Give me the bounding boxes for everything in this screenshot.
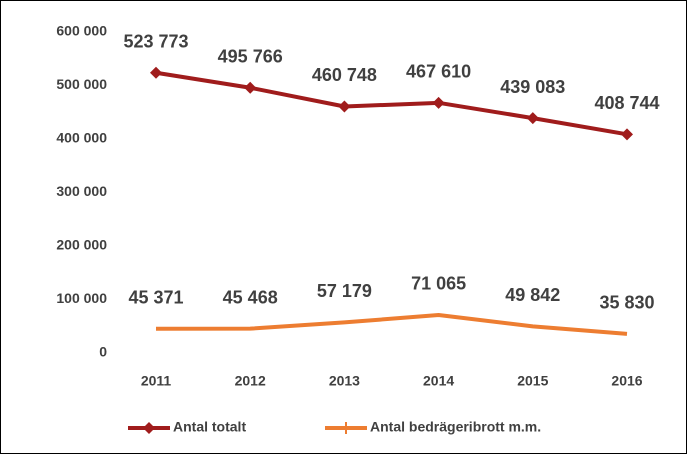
- marker: [244, 81, 257, 94]
- data-label: 439 083: [500, 77, 565, 97]
- marker: [340, 422, 352, 434]
- marker: [143, 422, 155, 434]
- marker: [338, 100, 351, 113]
- marker: [432, 96, 445, 109]
- legend-label: Antal bedrägeribrott m.m.: [370, 419, 541, 435]
- line: [155, 70, 628, 137]
- data-label: 45 468: [223, 287, 278, 307]
- y-tick-label: 500 000: [56, 76, 107, 92]
- marker: [621, 128, 633, 141]
- data-label: 49 842: [505, 285, 560, 305]
- x-tick-label: 2011: [141, 373, 172, 389]
- line: [155, 312, 628, 336]
- y-tick-label: 200 000: [56, 237, 107, 253]
- x-tick-label: 2016: [611, 373, 642, 389]
- x-tick-label: 2012: [235, 373, 266, 389]
- data-label: 460 748: [312, 65, 377, 85]
- y-tick-label: 600 000: [56, 23, 107, 39]
- marker: [526, 112, 539, 125]
- data-label: 523 773: [123, 32, 188, 52]
- data-label: 408 744: [594, 93, 659, 113]
- data-label: 57 179: [317, 281, 372, 301]
- legend-label: Antal totalt: [173, 419, 246, 435]
- y-tick-label: 0: [99, 344, 107, 360]
- data-label: 45 371: [128, 287, 183, 307]
- marker: [150, 66, 162, 79]
- x-tick-label: 2015: [517, 373, 548, 389]
- y-tick-label: 100 000: [56, 290, 107, 306]
- data-label: 71 065: [411, 274, 466, 294]
- y-tick-label: 400 000: [56, 130, 107, 146]
- data-label: 467 610: [406, 62, 471, 82]
- y-tick-label: 300 000: [56, 183, 107, 199]
- x-tick-label: 2013: [329, 373, 360, 389]
- data-label: 35 830: [599, 293, 654, 313]
- data-label: 495 766: [218, 47, 283, 67]
- x-tick-label: 2014: [423, 373, 454, 389]
